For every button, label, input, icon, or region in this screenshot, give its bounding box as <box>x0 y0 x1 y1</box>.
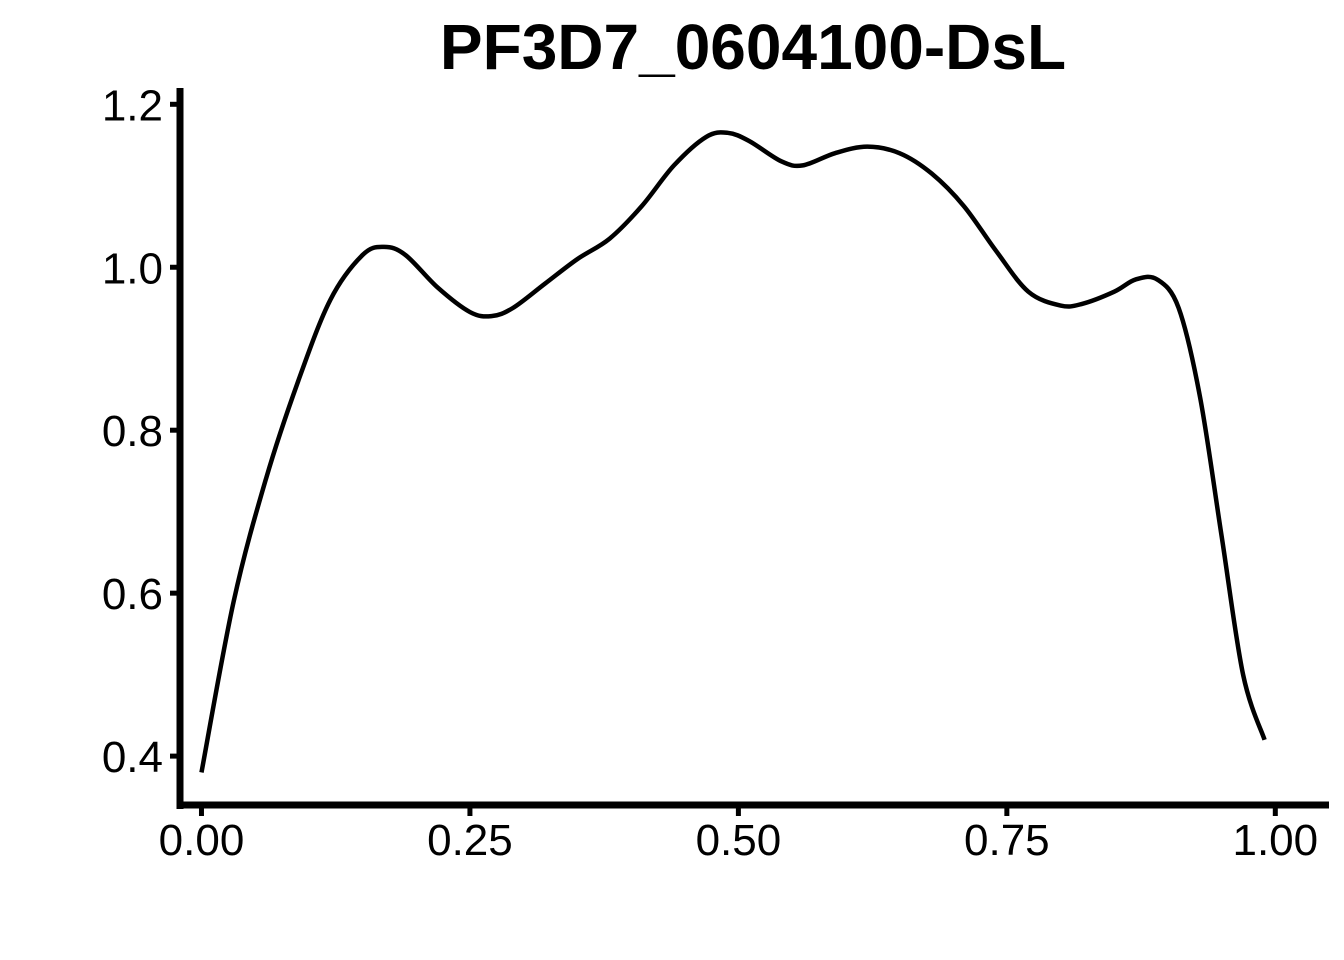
x-axis-ticks: 0.00 0.25 0.50 0.75 1.00 <box>159 805 1318 865</box>
x-tick-label: 0.50 <box>696 816 782 865</box>
x-tick-label: 1.00 <box>1232 816 1318 865</box>
chart-title: PF3D7_0604100-DsL <box>440 11 1066 83</box>
y-axis-ticks: 0.4 0.6 0.8 1.0 1.2 <box>102 81 180 782</box>
y-tick-label: 1.0 <box>102 244 163 293</box>
x-tick-label: 0.25 <box>427 816 513 865</box>
y-tick-label: 0.6 <box>102 570 163 619</box>
y-tick-label: 1.2 <box>102 81 163 130</box>
series-layer <box>199 130 1267 773</box>
x-tick-label: 0.00 <box>159 816 245 865</box>
y-tick-label: 0.4 <box>102 733 163 782</box>
x-tick-label: 0.75 <box>964 816 1050 865</box>
y-tick-label: 0.8 <box>102 407 163 456</box>
series-line-0 <box>199 130 1267 773</box>
